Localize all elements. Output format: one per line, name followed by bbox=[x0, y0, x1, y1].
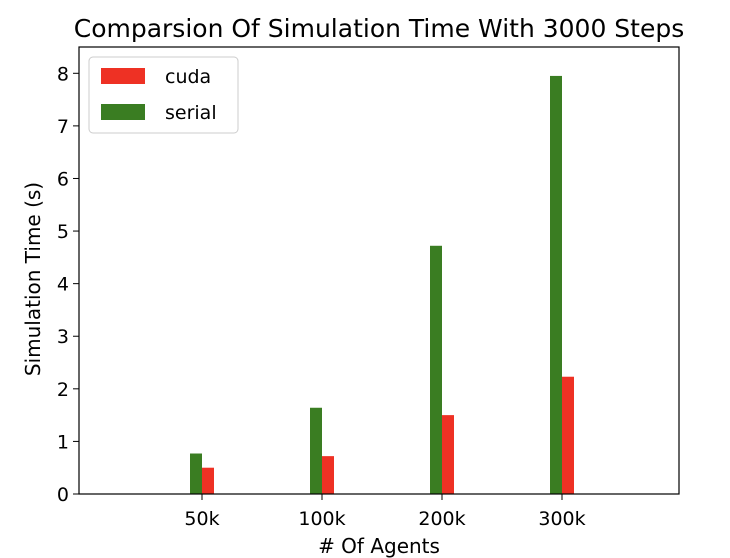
legend-label-serial: serial bbox=[165, 102, 217, 124]
x-axis-label: # Of Agents bbox=[318, 534, 440, 558]
bar-serial-300k bbox=[550, 75, 562, 495]
bar-cuda-200k bbox=[442, 415, 454, 494]
legend-swatch-serial bbox=[101, 104, 145, 120]
y-tick-label: 8 bbox=[57, 63, 69, 85]
bar-cuda-100k bbox=[322, 456, 334, 494]
chart-title: Comparsion Of Simulation Time With 3000 … bbox=[74, 14, 685, 43]
y-tick-label: 6 bbox=[57, 168, 69, 190]
y-tick-label: 5 bbox=[57, 221, 69, 243]
y-tick-label: 3 bbox=[57, 326, 69, 348]
bar-cuda-300k bbox=[562, 376, 574, 494]
y-tick-label: 0 bbox=[57, 484, 69, 506]
y-tick-label: 4 bbox=[57, 274, 69, 296]
y-tick-label: 1 bbox=[57, 431, 69, 453]
bar-serial-200k bbox=[430, 245, 442, 494]
legend: cuda serial bbox=[88, 56, 239, 134]
plot-area: 0 1 2 3 4 5 6 7 8 50k 100k 200k 300k bbox=[57, 46, 680, 530]
bar-serial-50k bbox=[190, 453, 202, 494]
axes-frame bbox=[78, 46, 680, 495]
legend-swatch-cuda bbox=[101, 68, 145, 84]
y-tick-label: 7 bbox=[57, 116, 69, 138]
bar-serial-100k bbox=[310, 407, 322, 494]
x-tick-label: 200k bbox=[418, 508, 465, 530]
legend-label-cuda: cuda bbox=[165, 66, 211, 88]
y-tick-label: 2 bbox=[57, 379, 69, 401]
bar-cuda-50k bbox=[202, 467, 214, 494]
x-tick-label: 100k bbox=[298, 508, 345, 530]
x-tick-label: 300k bbox=[538, 508, 585, 530]
x-tick-label: 50k bbox=[184, 508, 219, 530]
y-axis-label: Simulation Time (s) bbox=[21, 182, 45, 376]
